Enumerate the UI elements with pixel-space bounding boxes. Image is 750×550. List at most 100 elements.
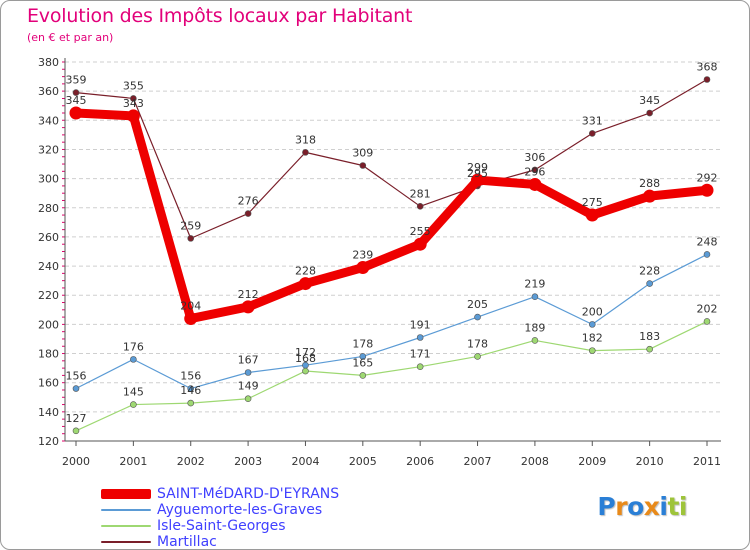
logo-letter: x [643,492,660,521]
data-label: 255 [410,225,431,238]
y-tick-label: 180 [38,348,59,361]
data-label: 281 [410,187,431,200]
data-label: 212 [238,288,259,301]
data-label: 205 [467,298,488,311]
data-point [130,356,137,363]
data-label: 309 [352,146,373,159]
legend-label: Isle-Saint-Georges [157,518,286,534]
y-tick-label: 140 [38,406,59,419]
data-point [585,208,599,222]
data-point [69,106,83,120]
x-tick-label: 2011 [693,455,721,468]
legend-label: SAINT-MéDARD-D'EYRANS [157,486,340,502]
data-point [302,361,309,369]
legend-swatch [101,509,151,511]
legend-swatch [101,525,151,527]
data-point [700,183,714,197]
y-tick-label: 220 [38,289,59,302]
data-point [187,235,195,242]
data-point [531,337,539,344]
x-tick-label: 2001 [119,455,147,468]
data-point [72,427,80,435]
data-point [244,369,252,376]
logo-letter: r [615,492,628,521]
data-point [588,347,596,354]
data-label: 259 [180,219,201,232]
data-point [244,395,252,403]
data-label: 182 [582,332,603,345]
y-tick-label: 280 [38,202,59,215]
legend-item: Isle-Saint-Georges [101,518,339,534]
data-point [643,189,657,203]
series-line [75,320,708,432]
data-label: 331 [582,114,603,127]
series-line [71,108,712,324]
data-label: 172 [295,346,316,359]
data-label: 168 [295,352,316,365]
x-tick-label: 2008 [521,455,549,468]
data-point [126,109,140,123]
data-labels: 359 355 259 276 318 309 281 295 306 331 345 368 127 1… [66,60,718,424]
data-point [187,399,195,407]
legend-label: Martillac [157,534,217,550]
data-label: 343 [123,97,144,110]
data-label: 156 [66,370,87,383]
data-label: 228 [639,265,660,278]
data-label: 156 [180,370,201,383]
data-point [474,313,481,321]
data-point [359,162,367,169]
data-label: 288 [639,177,660,190]
data-point [703,318,711,325]
y-tick-label: 260 [38,231,59,244]
y-tick-label: 320 [38,143,59,156]
y-tick-label: 380 [38,56,59,69]
data-point [184,312,198,326]
x-tick-label: 2000 [62,455,90,468]
logo-letter: t [667,492,679,521]
data-label: 145 [123,386,144,399]
data-label: 171 [410,348,431,361]
x-tick-label: 2002 [177,455,205,468]
legend-swatch [101,489,151,499]
data-point [413,237,427,251]
data-label: 183 [639,330,660,343]
data-point [302,149,309,156]
data-label: 178 [352,337,373,350]
data-point [416,334,424,341]
data-label: 219 [524,278,545,291]
data-label: 228 [295,265,316,278]
data-point [588,321,596,328]
data-label: 345 [66,94,87,107]
data-label: 191 [410,319,431,332]
data-label: 127 [66,412,87,425]
legend-swatch [101,541,151,543]
data-label: 248 [697,235,718,248]
data-point [302,367,309,375]
data-point [72,385,80,392]
y-tick-label: 160 [38,377,59,390]
data-label: 176 [123,340,144,353]
data-point [646,280,653,287]
data-label: 167 [238,353,259,366]
data-point [130,401,137,408]
legend-item: Martillac [101,534,339,550]
y-tick-label: 120 [38,435,59,448]
axes: 120 140 160 180 200 220 240 260 280 300 320 340 360 3… [38,56,721,468]
data-point [646,345,653,353]
data-label: 149 [238,380,259,393]
x-tick-label: 2003 [234,455,262,468]
data-label: 275 [582,196,603,209]
legend-item: SAINT-MéDARD-D'EYRANS [101,486,339,502]
data-label: 146 [180,384,201,397]
x-tick-label: 2005 [349,455,377,468]
y-tick-label: 340 [38,114,59,127]
data-point [531,166,539,174]
data-point [588,130,596,137]
data-label: 359 [66,74,87,87]
data-point [244,210,252,217]
chart-subtitle: (en € et par an) [27,31,114,44]
data-point [416,363,424,370]
data-point [359,372,367,379]
